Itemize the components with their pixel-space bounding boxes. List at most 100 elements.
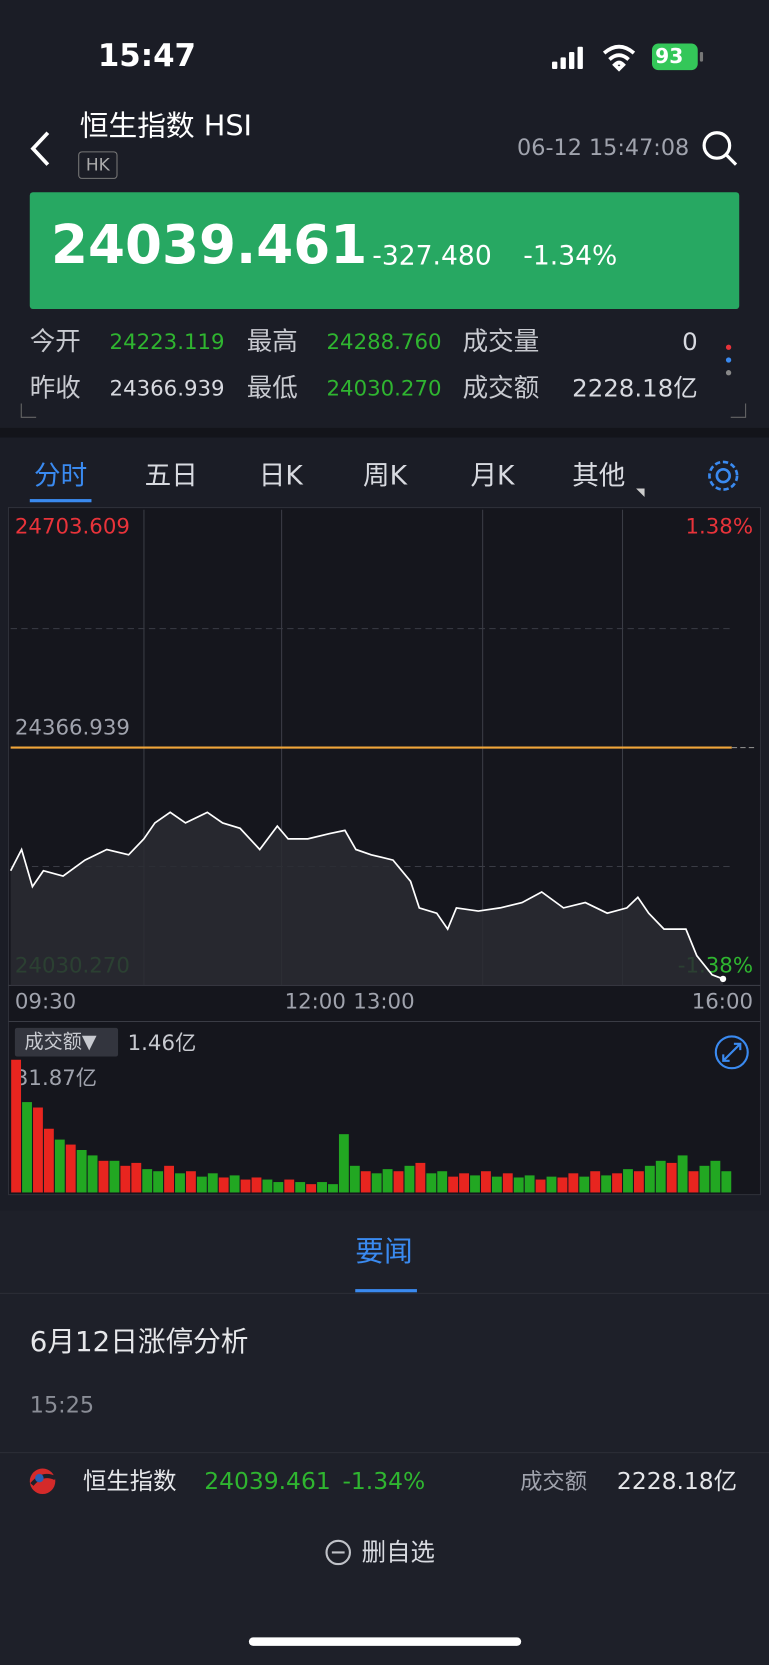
volume-bar: [557, 1177, 568, 1193]
bottom-change: -1.34%: [342, 1467, 425, 1495]
volume-bar: [437, 1171, 448, 1193]
price-line: [9, 811, 724, 980]
volume-bar: [360, 1171, 371, 1193]
volume-bar: [688, 1171, 699, 1193]
volume-selector[interactable]: [14, 1027, 119, 1057]
volume-bar: [448, 1176, 459, 1193]
volume-bar: [338, 1134, 349, 1193]
more-dot[interactable]: [725, 370, 732, 376]
volume-bar: [524, 1175, 535, 1193]
volume-bar: [415, 1162, 426, 1193]
volume-bar: [459, 1173, 470, 1193]
market-badge: [78, 151, 118, 179]
volume-bar: [612, 1173, 622, 1193]
stat-label: 今开: [30, 327, 81, 357]
volume-bar: [568, 1173, 579, 1193]
y2-tick-label: 1.38%: [685, 515, 753, 540]
volume-bar: [284, 1179, 295, 1193]
volume-title[interactable]: 成交额▼: [24, 1030, 96, 1053]
volume-bar: [721, 1171, 732, 1193]
volume-bar: [273, 1182, 284, 1193]
tab[interactable]: 日K: [259, 460, 304, 491]
volume-bar: [644, 1165, 655, 1193]
more-dot[interactable]: [725, 344, 732, 350]
volume-bar: [633, 1171, 644, 1193]
volume-bar: [229, 1175, 240, 1193]
last-point: [719, 975, 727, 983]
volume-bar: [371, 1173, 382, 1193]
signal-icon: [552, 46, 583, 70]
volume-bar: [306, 1184, 317, 1193]
last-price: 24039.461: [51, 214, 367, 276]
stat-label: 成交额: [463, 374, 540, 404]
price-change: -327.480: [372, 240, 491, 271]
volume-bar: [175, 1173, 185, 1193]
home-indicator: [248, 1637, 522, 1646]
news-section: [0, 1210, 769, 1665]
tabs: 分时 五日 日K 周K 月K 其他: [34, 460, 625, 491]
volume-bar: [480, 1171, 491, 1193]
volume-bar: [262, 1179, 273, 1193]
tab[interactable]: 分时: [34, 460, 87, 491]
news-tab[interactable]: 要闻: [355, 1234, 412, 1268]
stat-value: 24288.760: [327, 330, 442, 355]
volume-bar: [43, 1128, 54, 1193]
y-tick-label: 24703.609: [15, 515, 130, 540]
volume-bar: [65, 1144, 76, 1193]
index-logo: [29, 1468, 57, 1495]
remove-watchlist-button[interactable]: 删自选: [325, 1538, 435, 1567]
search-button[interactable]: [702, 131, 738, 166]
stat-label: 最高: [247, 327, 298, 357]
volume-bar: [185, 1171, 196, 1193]
volume-bar: [470, 1175, 480, 1193]
index-title: 恒生指数 HSI: [80, 108, 252, 142]
stat-value: 24030.270: [327, 377, 442, 402]
status-time: 15:47: [98, 38, 196, 74]
intraday-chart: 24703.60924366.93924030.2701.38%-1.38%09…: [9, 509, 758, 1014]
volume-bar: [251, 1177, 262, 1193]
bottom-price: 24039.461: [204, 1467, 331, 1495]
tab[interactable]: 周K: [363, 460, 408, 491]
volume-current: 1.46亿: [128, 1031, 197, 1056]
volume-bar: [513, 1177, 524, 1193]
bottom-turnover: 2228.18亿: [617, 1467, 737, 1495]
volume-bar: [54, 1139, 65, 1193]
volume-bar: [579, 1176, 590, 1193]
tab[interactable]: 其他: [572, 460, 625, 491]
battery: [652, 43, 698, 71]
news-time: 15:25: [30, 1392, 94, 1418]
volume-bar: [11, 1059, 22, 1193]
stat-label: 昨收: [30, 374, 81, 404]
volume-bar: [87, 1155, 98, 1193]
quote-box: [29, 192, 740, 310]
divider: [0, 427, 769, 438]
y-tick-label: 24366.939: [15, 715, 130, 740]
volume-bar: [491, 1176, 502, 1193]
volume-bar: [655, 1160, 666, 1193]
price-area: [10, 812, 724, 986]
volume-bar: [164, 1165, 174, 1193]
volume-bar: [404, 1165, 415, 1193]
volume-bar: [623, 1169, 633, 1193]
volume-bar: [207, 1173, 218, 1193]
x-tick-label: 12:00: [285, 989, 346, 1014]
remove-watchlist-label[interactable]: 删自选: [362, 1538, 435, 1567]
market-label: HK: [86, 156, 111, 176]
tab[interactable]: 五日: [145, 460, 198, 491]
volume-bar: [98, 1160, 109, 1193]
tab[interactable]: 月K: [470, 460, 515, 491]
fullscreen-button[interactable]: [714, 1035, 749, 1070]
volume-bar: [218, 1177, 229, 1193]
stat-value: 24223.119: [110, 330, 225, 355]
price-change-percent: -1.34%: [523, 240, 617, 271]
settings-button[interactable]: [708, 460, 739, 491]
stat-value: 24366.939: [110, 377, 225, 402]
more-dot[interactable]: [725, 357, 732, 363]
news-title[interactable]: 6月12日涨停分析: [30, 1325, 249, 1358]
quote-datetime: 06-12 15:47:08: [517, 135, 689, 161]
stat-value: 2228.18亿: [572, 374, 698, 403]
volume-bar: [328, 1184, 338, 1193]
bottom-turnover-label: 成交额: [520, 1469, 587, 1495]
back-button[interactable]: [30, 131, 50, 166]
